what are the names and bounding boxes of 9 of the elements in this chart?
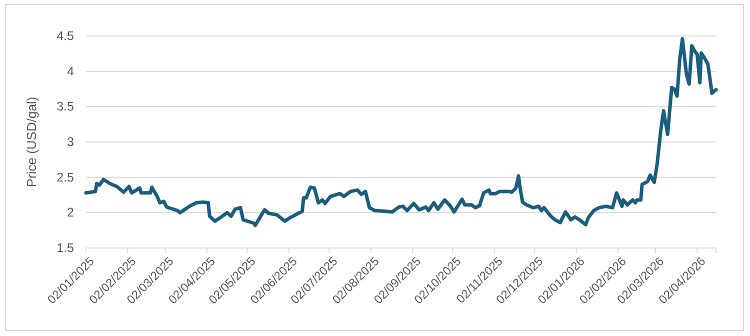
y-tick-label: 4 bbox=[67, 64, 74, 78]
y-tick-label: 3.5 bbox=[56, 100, 74, 114]
y-axis-title: Price (USD/gal) bbox=[24, 96, 39, 188]
y-tick-label: 1.5 bbox=[56, 241, 74, 255]
y-tick-label: 4.5 bbox=[56, 29, 74, 43]
line-series bbox=[84, 37, 718, 228]
y-tick-label: 2 bbox=[67, 206, 74, 220]
y-tick-label: 2.5 bbox=[56, 170, 74, 184]
y-tick-label: 3 bbox=[67, 135, 74, 149]
